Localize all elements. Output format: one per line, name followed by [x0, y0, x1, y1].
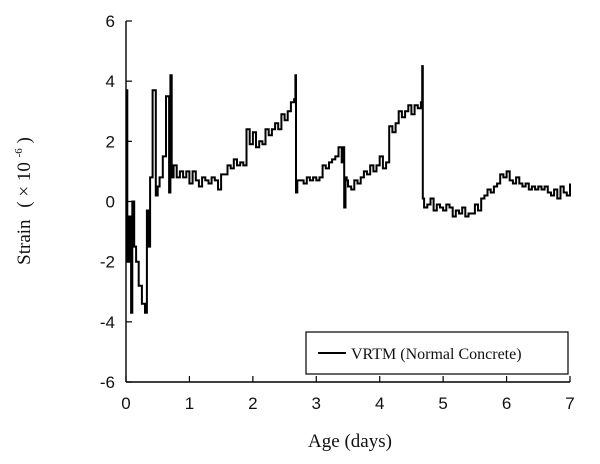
y-axis-label-unit: ( × 10	[14, 162, 35, 208]
y-tick-label: 0	[106, 193, 115, 212]
x-axis-label: Age (days)	[308, 431, 392, 452]
series-layer	[126, 65, 571, 314]
tick-labels: -6 -4 -2 0 2 4 6 0 1 2 3 4 5 6 7	[100, 12, 575, 413]
y-tick-label: 6	[106, 12, 115, 31]
y-axis-label-main: Strain	[14, 219, 35, 265]
legend-series-label: VRTM (Normal Concrete)	[351, 346, 522, 363]
x-tick-label: 0	[121, 394, 130, 413]
x-tick-label: 7	[565, 394, 574, 413]
y-tick-label: -2	[100, 253, 115, 272]
y-axis-label-exponent: -6	[13, 148, 25, 158]
svg-text:Strain ( × 10 -6: Strain ( × 10 -6 )	[6, 137, 35, 265]
plot-area	[125, 21, 570, 383]
x-tick-label: 3	[312, 394, 321, 413]
legend-box	[305, 331, 569, 375]
legend: VRTM (Normal Concrete)	[305, 331, 569, 375]
x-tick-label: 6	[502, 394, 511, 413]
x-tick-label: 1	[185, 394, 194, 413]
x-tick-label: 2	[248, 394, 257, 413]
x-tick-label: 5	[438, 394, 447, 413]
y-axis-label-close: )	[14, 137, 35, 143]
y-axis-label: Strain ( × 10 -6 )	[6, 137, 35, 265]
y-tick-label: -4	[100, 313, 115, 332]
ticks	[125, 20, 571, 383]
series-line-0	[126, 65, 571, 314]
y-tick-label: 2	[106, 132, 115, 151]
y-tick-label: -6	[100, 373, 115, 392]
x-tick-label: 4	[375, 394, 384, 413]
y-tick-label: 4	[106, 72, 115, 91]
